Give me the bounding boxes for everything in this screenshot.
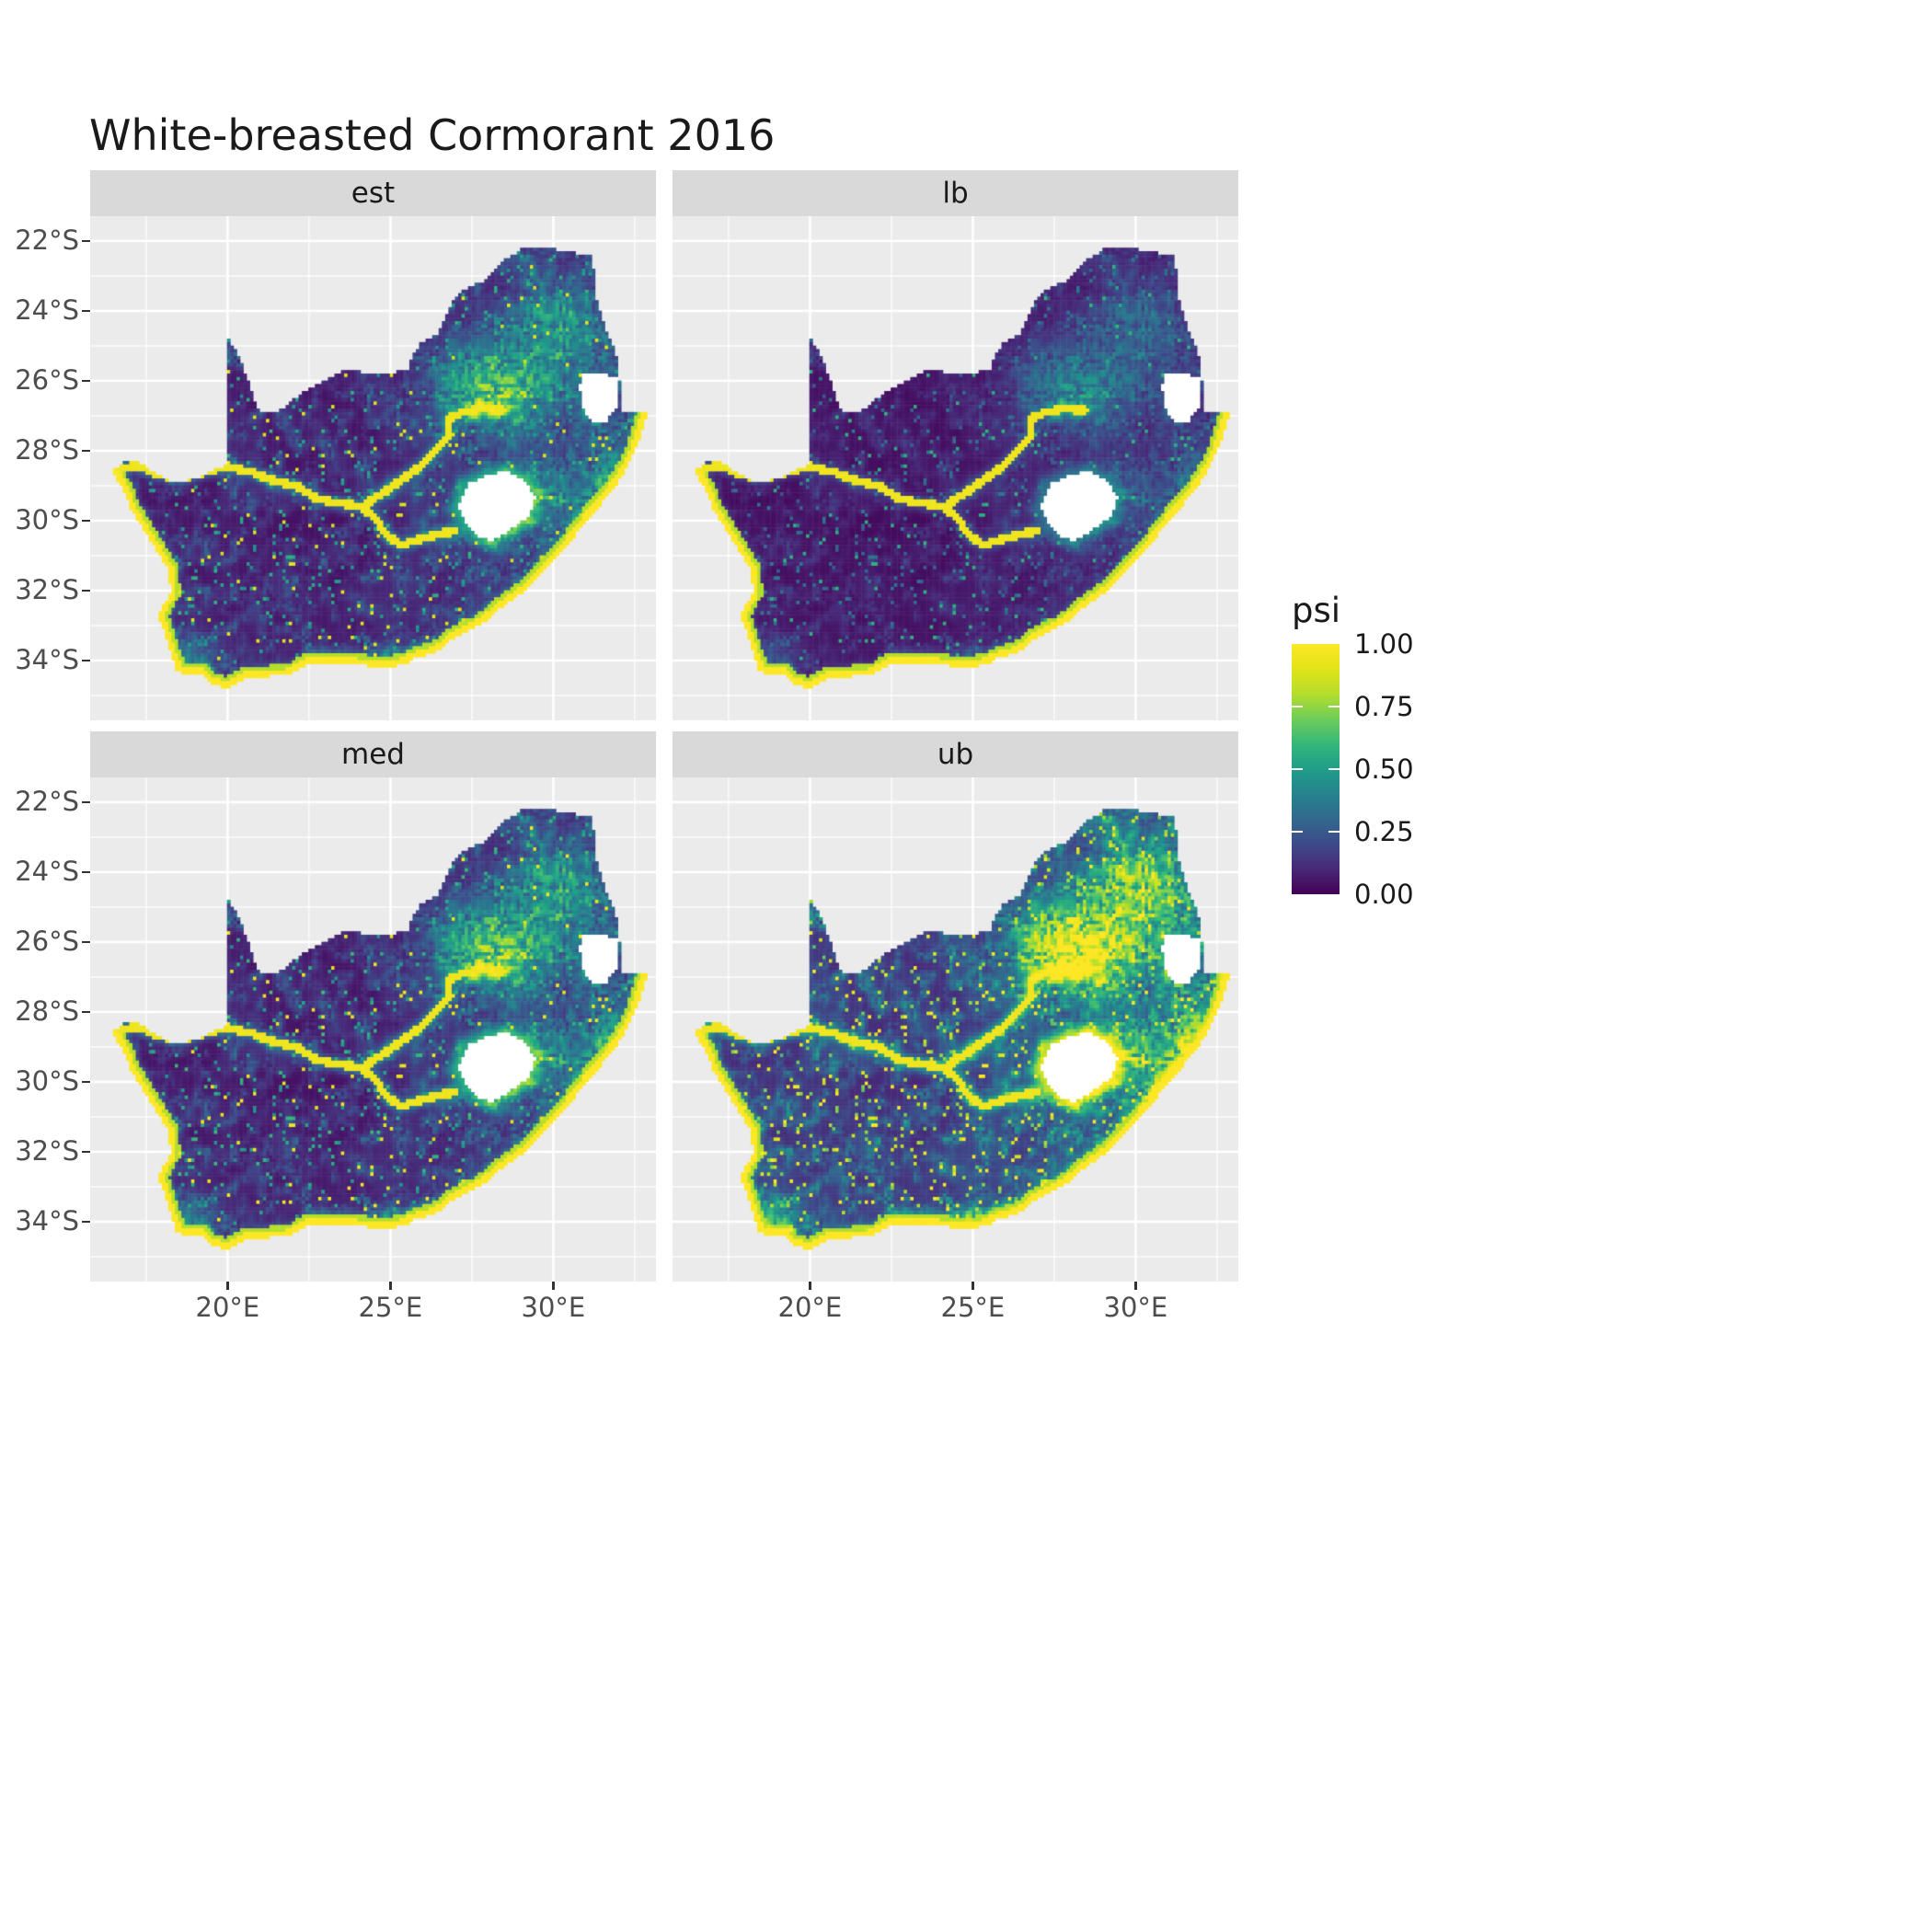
x-axis-tick: [972, 1282, 974, 1290]
y-axis-tick: [82, 309, 90, 313]
y-axis-tick-label: 34°S: [15, 643, 79, 675]
x-axis-tick-label: 30°E: [521, 1292, 586, 1323]
y-axis-tick: [82, 449, 90, 453]
legend-tick-label: 0.75: [1354, 691, 1414, 722]
y-axis-tick: [82, 239, 90, 243]
x-axis-tick-label: 25°E: [940, 1292, 1006, 1323]
y-axis-tick-label: 30°S: [15, 1064, 79, 1097]
facet-strip-label: est: [351, 177, 396, 210]
y-axis-tick-label: 22°S: [15, 785, 79, 817]
y-axis-tick: [82, 1010, 90, 1014]
legend-tick-label: 0.25: [1354, 816, 1414, 847]
legend-title: psi: [1292, 591, 1341, 630]
x-axis-tick: [809, 1282, 811, 1290]
y-axis-tick-label: 32°S: [15, 1134, 79, 1167]
x-axis-tick-label: 25°E: [358, 1292, 423, 1323]
y-axis-tick-label: 28°S: [15, 433, 79, 466]
y-axis-tick: [82, 870, 90, 874]
y-axis-tick-label: 34°S: [15, 1204, 79, 1236]
x-axis-tick-label: 20°E: [195, 1292, 260, 1323]
facet-panel-ub: [673, 777, 1238, 1282]
facet-strip-label: lb: [942, 177, 969, 210]
x-axis-tick: [226, 1282, 229, 1290]
y-axis-tick: [82, 659, 90, 662]
x-axis-tick: [1134, 1282, 1137, 1290]
y-axis-tick-label: 24°S: [15, 855, 79, 887]
facet-strip-ub: ub: [673, 731, 1238, 777]
legend-colorbar-tick: [1292, 705, 1303, 708]
legend-colorbar-tick: [1292, 767, 1303, 771]
y-axis-tick-label: 32°S: [15, 573, 79, 605]
y-axis-tick: [82, 940, 90, 944]
legend-tick-label: 0.50: [1354, 753, 1414, 785]
facet-strip-label: med: [341, 738, 405, 771]
y-axis-tick-label: 26°S: [15, 363, 79, 396]
y-axis-tick: [82, 800, 90, 804]
y-axis-tick: [82, 1220, 90, 1224]
facet-strip-label: ub: [937, 738, 974, 771]
legend-tick-label: 0.00: [1354, 879, 1414, 910]
y-axis-tick-label: 24°S: [15, 293, 79, 326]
y-axis-tick-label: 22°S: [15, 224, 79, 256]
legend-tick-label: 1.00: [1354, 628, 1414, 660]
facet-panel-lb: [673, 216, 1238, 720]
y-axis-tick-label: 30°S: [15, 503, 79, 535]
south-africa-raster-map-lb: [673, 216, 1238, 720]
y-axis-tick: [82, 1080, 90, 1084]
facet-strip-lb: lb: [673, 170, 1238, 216]
south-africa-raster-map-est: [90, 216, 656, 720]
legend-colorbar-tick: [1328, 830, 1340, 834]
legend-colorbar-tick: [1328, 767, 1340, 771]
facet-strip-med: med: [90, 731, 656, 777]
legend-colorbar-tick: [1328, 705, 1340, 708]
y-axis-tick-label: 28°S: [15, 995, 79, 1027]
plot-title: White-breasted Cormorant 2016: [89, 110, 776, 160]
x-axis-tick: [389, 1282, 392, 1290]
y-axis-tick: [82, 589, 90, 592]
legend-colorbar-tick: [1292, 830, 1303, 834]
x-axis-tick-label: 30°E: [1103, 1292, 1168, 1323]
y-axis-tick-label: 26°S: [15, 925, 79, 957]
south-africa-raster-map-ub: [673, 777, 1238, 1282]
south-africa-raster-map-med: [90, 777, 656, 1282]
y-axis-tick: [82, 519, 90, 523]
facet-panel-med: [90, 777, 656, 1282]
y-axis-tick: [82, 1150, 90, 1154]
facet-panel-est: [90, 216, 656, 720]
x-axis-tick-label: 20°E: [777, 1292, 843, 1323]
y-axis-tick: [82, 379, 90, 383]
facet-strip-est: est: [90, 170, 656, 216]
x-axis-tick: [552, 1282, 555, 1290]
